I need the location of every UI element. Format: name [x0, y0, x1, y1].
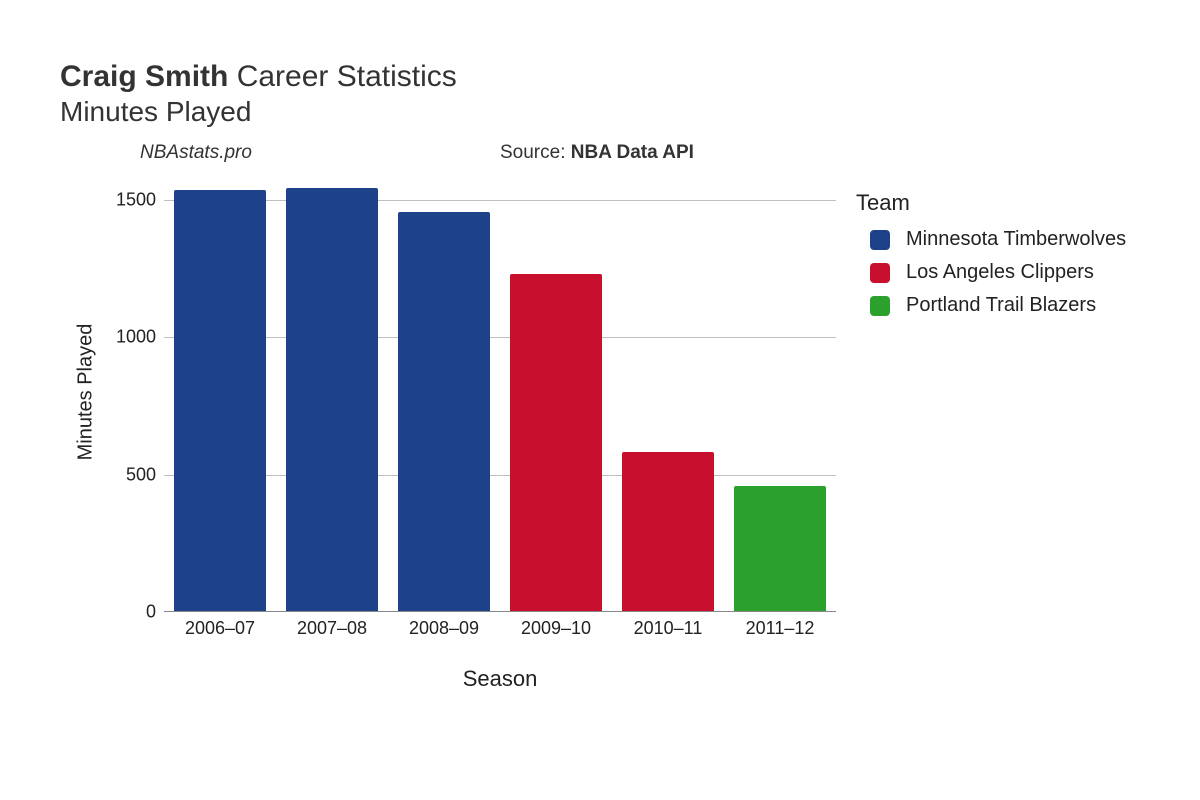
title-rest: Career Statistics: [237, 60, 457, 93]
legend-item: Portland Trail Blazers: [870, 294, 1126, 317]
legend-label: Portland Trail Blazers: [906, 294, 1096, 317]
legend-swatch: [870, 230, 890, 250]
bar: [398, 212, 490, 611]
meta-source: Source: NBA Data API: [500, 142, 694, 164]
legend-swatch: [870, 296, 890, 316]
y-tick-label: 0: [96, 602, 156, 623]
legend-item: Minnesota Timberwolves: [870, 228, 1126, 251]
y-axis-title: Minutes Played: [75, 324, 98, 461]
chart-container: Craig Smith Career Statistics Minutes Pl…: [0, 0, 1200, 800]
meta-source-name: NBA Data API: [571, 142, 694, 163]
bar: [510, 274, 602, 611]
legend-label: Los Angeles Clippers: [906, 261, 1094, 284]
legend: Team Minnesota Timberwolves Los Angeles C…: [856, 190, 1126, 327]
legend-title: Team: [856, 190, 1126, 216]
x-tick-label: 2010–11: [634, 618, 703, 639]
x-tick-label: 2007–08: [297, 618, 367, 639]
legend-item: Los Angeles Clippers: [870, 261, 1126, 284]
y-tick-label: 1000: [96, 327, 156, 348]
meta-site: NBAstats.pro: [140, 142, 252, 164]
x-tick-label: 2006–07: [185, 618, 255, 639]
legend-label: Minnesota Timberwolves: [906, 228, 1126, 251]
bar: [286, 188, 378, 612]
title-player: Craig Smith: [60, 60, 228, 93]
plot-area: 050010001500: [164, 172, 836, 612]
chart-title: Craig Smith Career Statistics: [60, 60, 1160, 94]
bar: [622, 452, 714, 612]
x-tick-label: 2008–09: [409, 618, 479, 639]
chart-subtitle: Minutes Played: [60, 96, 1160, 128]
meta-row: NBAstats.pro Source: NBA Data API: [130, 142, 830, 168]
x-axis-title: Season: [116, 666, 836, 692]
chart-zone: Minutes Played 050010001500 Season 2006–…: [116, 172, 836, 652]
meta-source-prefix: Source:: [500, 142, 571, 163]
bar: [734, 486, 826, 611]
bar: [174, 190, 266, 611]
x-tick-label: 2009–10: [521, 618, 591, 639]
y-tick-label: 1500: [96, 189, 156, 210]
legend-swatch: [870, 263, 890, 283]
x-tick-label: 2011–12: [746, 618, 815, 639]
y-tick-label: 500: [96, 464, 156, 485]
